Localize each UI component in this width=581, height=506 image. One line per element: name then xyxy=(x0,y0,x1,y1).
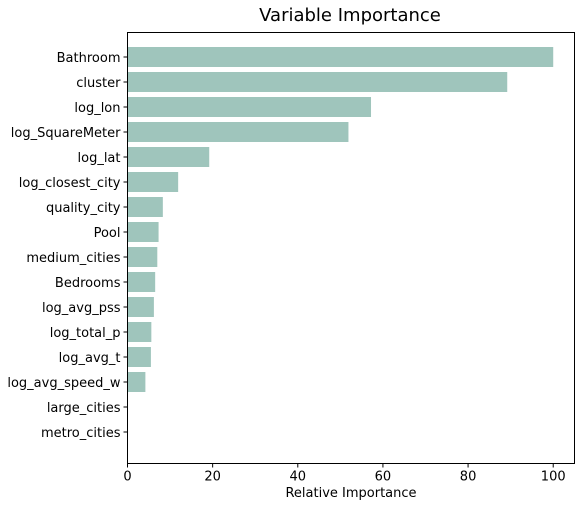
x-tick-label: 0 xyxy=(123,470,131,485)
x-tick-label: 60 xyxy=(375,470,392,485)
bar-Pool xyxy=(127,222,159,242)
bar-quality_city xyxy=(127,197,163,217)
category-label: large_cities xyxy=(47,401,121,416)
bar-cluster xyxy=(127,72,508,92)
bar-log_closest_city xyxy=(127,172,179,192)
category-label: log_closest_city xyxy=(19,176,121,191)
x-tick-label: 40 xyxy=(290,470,307,485)
bar-Bathroom xyxy=(127,47,554,67)
bar-medium_cities xyxy=(127,247,158,267)
category-label: log_lat xyxy=(78,151,121,166)
category-labels: Bathroom cluster log_lon log_SquareMeterlog… xyxy=(7,51,128,441)
x-tick-label: 80 xyxy=(460,470,477,485)
chart-title: Variable Importance xyxy=(259,5,441,26)
bar-Bedrooms xyxy=(127,272,156,292)
bar-log_avg_pss xyxy=(127,297,154,317)
category-label: log_avg_pss xyxy=(42,301,121,316)
category-label: cluster xyxy=(76,76,121,91)
bar-log_lon xyxy=(127,97,372,117)
plot-frame xyxy=(127,32,575,464)
x-tick-label: 20 xyxy=(204,470,221,485)
category-label: quality_city xyxy=(46,201,121,216)
category-label: log_avg_t xyxy=(59,351,121,366)
bar-log_lat xyxy=(127,147,210,167)
category-label: metro_cities xyxy=(41,426,121,441)
x-tick-label: 100 xyxy=(541,470,566,485)
category-label: medium_cities xyxy=(26,251,120,266)
x-axis-label: Relative Importance xyxy=(285,486,416,501)
category-label: log_SquareMeter xyxy=(11,126,121,141)
bar-log_SquareMeter xyxy=(127,122,349,142)
category-label: log_lon xyxy=(74,101,120,116)
category-label: log_avg_speed_w xyxy=(7,376,121,391)
bar-log_avg_speed_w xyxy=(127,372,146,392)
category-label: Pool xyxy=(94,226,121,241)
category-label: Bedrooms xyxy=(55,276,121,291)
bar-log_total_p xyxy=(127,322,152,342)
category-label: Bathroom xyxy=(57,51,121,66)
bar-log_avg_t xyxy=(127,347,151,367)
x-axis-ticks: 0 20 40 60 80 100 xyxy=(123,463,566,485)
bars-group xyxy=(127,47,554,392)
category-label: log_total_p xyxy=(50,326,121,341)
